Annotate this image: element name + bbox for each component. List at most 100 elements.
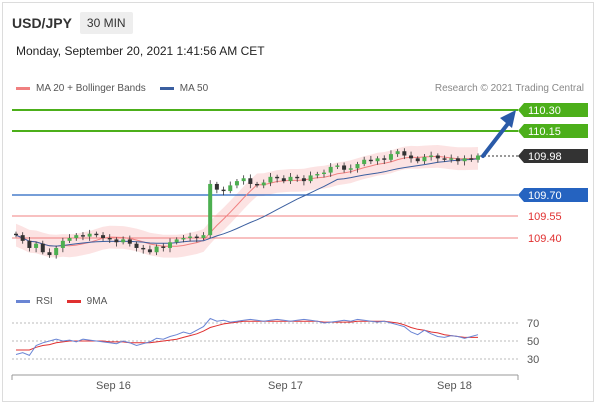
legend-swatch-rsi — [16, 300, 30, 303]
candle-body — [429, 155, 434, 157]
candle-body — [60, 240, 65, 248]
legend-swatch-ma50 — [159, 87, 174, 90]
candle-body — [141, 247, 146, 250]
candle-body — [375, 158, 380, 162]
candle-body — [174, 239, 179, 243]
x-label-sep16: Sep 16 — [96, 380, 131, 392]
candle-body — [74, 235, 79, 238]
ma20-line — [15, 155, 479, 247]
candle-body — [382, 158, 387, 160]
forecast-arrow — [481, 110, 516, 158]
rsi-tick-70: 70 — [527, 318, 539, 330]
chart-frame — [2, 2, 594, 402]
legend-label-9ma: 9MA — [86, 296, 108, 307]
candle-body — [388, 154, 393, 160]
legend-label-rsi: RSI — [36, 296, 53, 307]
candle-body — [255, 183, 260, 186]
resistance-2-value: 110.30 — [528, 105, 561, 117]
candle-body — [87, 233, 92, 237]
candle-body — [80, 235, 85, 237]
candle-body — [14, 233, 18, 236]
candle-body — [301, 178, 306, 182]
candle-body — [322, 172, 326, 174]
candle-body — [168, 242, 172, 248]
candle-body — [27, 240, 32, 248]
candle-body — [107, 238, 112, 240]
legend-label-ma20: MA 20 + Bollinger Bands — [36, 83, 146, 94]
candle-body — [248, 178, 253, 184]
last-price-badge: 109.98 — [518, 149, 588, 163]
candle-body — [121, 239, 126, 243]
resistance-1-value: 110.15 — [528, 126, 561, 138]
rsi-legend: RSI 9MA — [16, 296, 107, 307]
resistance-2-badge: 110.30 — [518, 103, 588, 117]
legend-item-9ma: 9MA — [66, 296, 108, 307]
candle-body — [241, 178, 246, 182]
candle-body — [422, 156, 427, 162]
rsi-tick-30: 30 — [527, 354, 539, 366]
resistance-1-badge: 110.15 — [518, 124, 588, 138]
candle-body — [154, 246, 159, 253]
candle-body — [147, 249, 152, 253]
ma50-line — [15, 158, 479, 247]
pivot-badge: 109.70 — [518, 188, 588, 202]
support-1-value: 109.55 — [528, 211, 562, 223]
candle-body — [114, 239, 119, 243]
candle-body — [348, 168, 353, 170]
bollinger-band-area — [16, 145, 478, 258]
candle-body — [288, 176, 293, 182]
x-label-sep18: Sep 18 — [437, 380, 472, 392]
candle-body — [181, 238, 186, 240]
candle-body — [228, 185, 233, 192]
pivot-value: 109.70 — [528, 190, 562, 202]
candle-body — [161, 246, 166, 248]
datetime-label: Monday, September 20, 2021 1:41:56 AM CE… — [16, 44, 265, 58]
candle-body — [134, 243, 139, 248]
chart-header: USD/JPY 30 MIN — [12, 12, 133, 34]
rsi-9ma-line — [16, 320, 478, 351]
candle-body — [442, 158, 447, 160]
candle-body — [268, 176, 273, 183]
candle-body — [194, 236, 199, 238]
candle-body — [449, 158, 454, 160]
legend-swatch-9ma — [66, 300, 81, 303]
candle-body — [415, 158, 420, 162]
candle-body — [409, 155, 414, 159]
candle-body — [275, 176, 280, 179]
legend-swatch-ma20 — [16, 87, 30, 90]
legend-item-ma50: MA 50 — [159, 83, 209, 94]
candle-body — [462, 158, 467, 162]
candle-body — [101, 235, 106, 238]
candle-body — [94, 233, 99, 236]
candle-body — [221, 189, 226, 192]
research-credit: Research © 2021 Trading Central — [434, 83, 584, 94]
candle-body — [127, 239, 132, 244]
candle-body — [281, 178, 286, 182]
legend-label-ma50: MA 50 — [179, 83, 209, 94]
candle-body — [402, 151, 407, 156]
candle-body — [40, 243, 45, 253]
candle-body — [54, 247, 59, 256]
candle-body — [435, 155, 440, 159]
candle-body — [362, 159, 367, 165]
rsi-tick-50: 50 — [527, 336, 539, 348]
candle-body — [455, 158, 460, 162]
candle-body — [355, 164, 360, 169]
candle-body — [368, 159, 373, 162]
candle-body — [308, 175, 313, 182]
candle-body — [469, 158, 474, 160]
candle-body — [67, 238, 72, 241]
x-label-sep17: Sep 17 — [268, 380, 303, 392]
legend-item-ma20: MA 20 + Bollinger Bands — [16, 83, 146, 94]
candle-body — [188, 236, 193, 238]
candlesticks — [14, 148, 480, 259]
candle-body — [208, 183, 213, 236]
candle-body — [395, 151, 400, 155]
candle-body — [234, 181, 239, 186]
candle-body — [328, 166, 333, 173]
candle-body — [342, 165, 347, 170]
timeframe-badge[interactable]: 30 MIN — [79, 12, 133, 34]
candle-body — [261, 182, 266, 186]
candle-body — [47, 252, 52, 256]
